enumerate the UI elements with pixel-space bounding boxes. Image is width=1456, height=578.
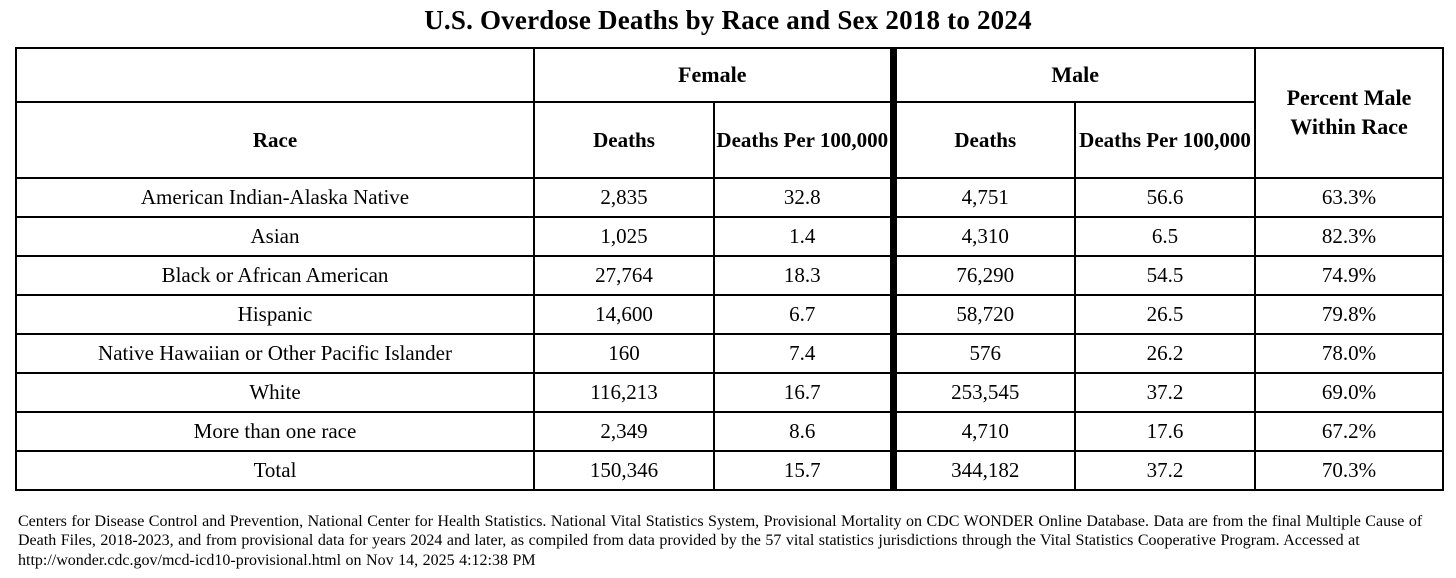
race-cell: Asian — [15, 216, 535, 258]
female-deaths-cell: 14,600 — [533, 294, 715, 336]
male-deaths-cell: 576 — [889, 333, 1076, 375]
male-rate-cell: 56.6 — [1074, 177, 1256, 219]
male-deaths-cell: 4,310 — [889, 216, 1076, 258]
male-rate-cell: 37.2 — [1074, 372, 1256, 414]
percent-male-cell: 69.0% — [1254, 372, 1444, 414]
table-row-white: White 116,213 16.7 253,545 37.2 69.0% — [15, 372, 1444, 414]
table-row-total: Total 150,346 15.7 344,182 37.2 70.3% — [15, 450, 1444, 492]
female-deaths-cell: 27,764 — [533, 255, 715, 297]
table-row-black-or-african-american: Black or African American 27,764 18.3 76… — [15, 255, 1444, 297]
male-rate-cell: 26.2 — [1074, 333, 1256, 375]
table-row-more-than-one-race: More than one race 2,349 8.6 4,710 17.6 … — [15, 411, 1444, 453]
female-deaths-cell: 2,349 — [533, 411, 715, 453]
race-cell: White — [15, 372, 535, 414]
male-rate-cell: 26.5 — [1074, 294, 1256, 336]
female-deaths-cell: 116,213 — [533, 372, 715, 414]
group-header-male: Male — [889, 47, 1256, 104]
male-rate-cell: 37.2 — [1074, 450, 1256, 492]
male-rate-cell: 6.5 — [1074, 216, 1256, 258]
column-header-row: Race Deaths Deaths Per 100,000 Deaths De… — [15, 101, 1443, 180]
female-rate-cell: 32.8 — [713, 177, 894, 219]
percent-male-cell: 74.9% — [1254, 255, 1444, 297]
table-row-native-hawaiian-pacific-islander: Native Hawaiian or Other Pacific Islande… — [15, 333, 1444, 375]
overdose-deaths-table: Female Male Percent Male Within Race Rac… — [15, 47, 1444, 492]
source-note: Centers for Disease Control and Preventi… — [18, 513, 1423, 569]
table-row-hispanic: Hispanic 14,600 6.7 58,720 26.5 79.8% — [15, 294, 1444, 336]
female-deaths-cell: 160 — [533, 333, 715, 375]
corner-spacer — [15, 47, 535, 104]
female-rate-cell: 6.7 — [713, 294, 894, 336]
male-deaths-cell: 76,290 — [889, 255, 1076, 297]
female-rate-cell: 1.4 — [713, 216, 894, 258]
male-deaths-cell: 4,751 — [889, 177, 1076, 219]
col-header-male-rate: Deaths Per 100,000 — [1074, 101, 1256, 180]
percent-male-cell: 78.0% — [1254, 333, 1444, 375]
percent-male-cell: 82.3% — [1254, 216, 1444, 258]
group-header-female: Female — [533, 47, 894, 104]
female-rate-cell: 7.4 — [713, 333, 894, 375]
female-rate-cell: 8.6 — [713, 411, 894, 453]
male-deaths-cell: 4,710 — [889, 411, 1076, 453]
male-deaths-cell: 58,720 — [889, 294, 1076, 336]
percent-male-cell: 70.3% — [1254, 450, 1444, 492]
col-header-percent-male: Percent Male Within Race — [1254, 47, 1444, 180]
female-deaths-cell: 150,346 — [533, 450, 715, 492]
race-cell: More than one race — [15, 411, 535, 453]
race-cell: Total — [15, 450, 535, 492]
col-header-female-rate: Deaths Per 100,000 — [713, 101, 894, 180]
male-deaths-cell: 344,182 — [889, 450, 1076, 492]
race-cell: Native Hawaiian or Other Pacific Islande… — [15, 333, 535, 375]
male-deaths-cell: 253,545 — [889, 372, 1076, 414]
male-rate-cell: 54.5 — [1074, 255, 1256, 297]
race-cell: Black or African American — [15, 255, 535, 297]
male-rate-cell: 17.6 — [1074, 411, 1256, 453]
female-deaths-cell: 1,025 — [533, 216, 715, 258]
table-row-american-indian-alaska-native: American Indian-Alaska Native 2,835 32.8… — [15, 177, 1444, 219]
female-rate-cell: 15.7 — [713, 450, 894, 492]
col-header-female-deaths: Deaths — [533, 101, 715, 180]
col-header-male-deaths: Deaths — [889, 101, 1076, 180]
group-header-row: Female Male Percent Male Within Race — [15, 47, 1444, 180]
col-header-race: Race — [15, 101, 535, 180]
percent-male-cell: 63.3% — [1254, 177, 1444, 219]
percent-male-cell: 79.8% — [1254, 294, 1444, 336]
female-rate-cell: 16.7 — [713, 372, 894, 414]
race-cell: American Indian-Alaska Native — [15, 177, 535, 219]
female-deaths-cell: 2,835 — [533, 177, 715, 219]
percent-male-cell: 67.2% — [1254, 411, 1444, 453]
chart-title: U.S. Overdose Deaths by Race and Sex 201… — [424, 5, 1032, 35]
female-rate-cell: 18.3 — [713, 255, 894, 297]
race-cell: Hispanic — [15, 294, 535, 336]
table-row-asian: Asian 1,025 1.4 4,310 6.5 82.3% — [15, 216, 1444, 258]
